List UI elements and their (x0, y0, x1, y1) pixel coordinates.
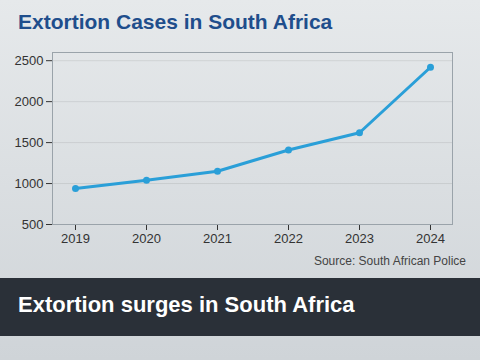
svg-text:2024: 2024 (416, 231, 445, 246)
svg-text:1000: 1000 (15, 176, 44, 191)
svg-text:2000: 2000 (15, 94, 44, 109)
html-text:Source: South African Police: Source: South African Police (313, 254, 466, 268)
svg-text:2500: 2500 (15, 53, 44, 68)
svg-text:500: 500 (22, 217, 44, 232)
svg-text:2022: 2022 (274, 231, 303, 246)
html-text:Extortion Cases in South Afric: Extortion Cases in South Africa (18, 10, 333, 33)
svg-text:2023: 2023 (345, 231, 374, 246)
svg-text:1500: 1500 (15, 135, 44, 150)
svg-text:2019: 2019 (61, 231, 90, 246)
svg-text:2020: 2020 (132, 231, 161, 246)
svg-text:2021: 2021 (203, 231, 232, 246)
html-text:Extortion surges in South Afri: Extortion surges in South Africa (18, 292, 355, 317)
